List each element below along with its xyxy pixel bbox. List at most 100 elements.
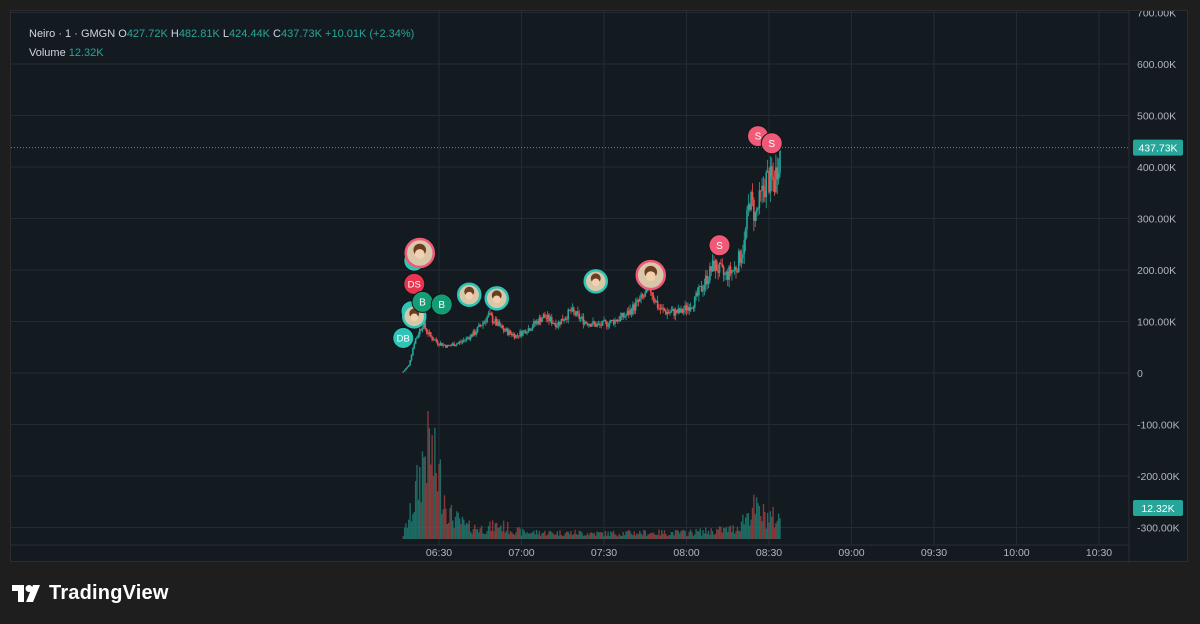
candle-body [520,331,523,336]
volume-bar [659,535,662,539]
candle-body [432,339,435,341]
candle-body [710,266,713,272]
candle-body [644,292,647,297]
candle-body [567,309,570,320]
candle-body [629,309,631,315]
volume-bar [706,533,708,539]
chart-panel[interactable]: 437.73K 12.32K DB DS B B S S S 700.00K 600.00K 50… [10,10,1189,563]
volume-bar [531,532,534,539]
last-price-tag [1133,139,1183,156]
volume-bar [512,533,514,539]
volume-bar [575,534,578,539]
volume-bar [724,528,726,539]
candle-body [742,254,744,259]
volume-bar [417,499,420,539]
candle-body [654,299,656,303]
candle-body [746,210,748,230]
volume-bar [542,532,545,539]
candle-body [493,322,495,324]
tradingview-logo[interactable]: TradingView [12,582,169,605]
candle-body [482,322,484,326]
volume-bar [559,530,561,539]
volume-bar [634,535,637,539]
volume-bar [585,535,587,539]
candle-body [750,192,752,210]
volume-bar [443,495,446,539]
candle-body [473,330,476,335]
volume-bar [603,536,605,539]
candle-body [434,339,436,341]
volume-bar [574,529,576,539]
candle-body [453,343,455,347]
last-volume-tag [1133,500,1183,516]
volume-bar [414,481,417,539]
candle-body [546,314,549,319]
volume-bar [464,524,466,539]
volume-bar [476,529,479,539]
marker-label: B [419,297,426,308]
candle-body [421,327,424,330]
candle-body [460,341,462,343]
candle-body [578,313,581,319]
volume-bar [710,528,712,539]
candle-body [489,313,491,315]
volume-bar [505,530,508,539]
x-tick-label: 10:00 [1003,547,1029,559]
candle-body [739,251,741,263]
volume-bar [573,533,575,539]
volume-bar [666,536,668,539]
volume-bar [596,531,598,539]
volume-bar [486,531,488,539]
volume-bar [762,503,765,539]
volume-bar [562,536,564,539]
volume-bar [557,535,560,539]
candle-body [487,313,490,317]
volume-bar [458,518,461,539]
candle-body [559,321,561,325]
volume-bar [772,506,774,539]
volume-bar [731,532,733,539]
candle-body [722,266,725,275]
volume-bar [406,527,409,539]
volume-bar [501,531,503,539]
candle-body [414,338,417,344]
volume-bar [474,524,476,539]
volume-bar [586,533,589,539]
candle-body [442,344,444,346]
volume-bar [651,532,653,539]
close-value: 437.73K [280,28,322,40]
x-tick-label: 06:30 [426,547,452,559]
candle-body [699,285,702,287]
candle-body [467,337,469,339]
volume-bar [744,517,747,539]
candle-body [718,262,721,273]
volume-bar [641,535,644,539]
volume-bar [699,528,701,539]
volume-bar [709,534,711,539]
volume-bar [771,516,773,539]
volume-bar [500,525,502,539]
candle-body [506,328,509,335]
volume-bar [566,531,568,539]
candle-body [581,316,583,318]
candle-body [450,345,453,347]
candle-body [764,190,766,198]
volume-bar [578,530,580,539]
volume-bars [402,411,781,539]
volume-bar [570,530,572,539]
volume-bar [761,521,763,539]
volume-bar [453,528,455,539]
marker-circle [403,272,426,295]
candle-body [516,335,519,337]
candle-body [724,274,726,276]
candle-body [641,294,644,297]
candle-body [604,320,607,322]
candle-body [633,304,636,311]
candle-body [439,342,442,346]
volume-bar [644,530,646,539]
candle-body [610,320,612,323]
x-tick-label: 07:00 [508,547,534,559]
volume-bar [739,531,741,539]
volume-bar [551,532,553,539]
